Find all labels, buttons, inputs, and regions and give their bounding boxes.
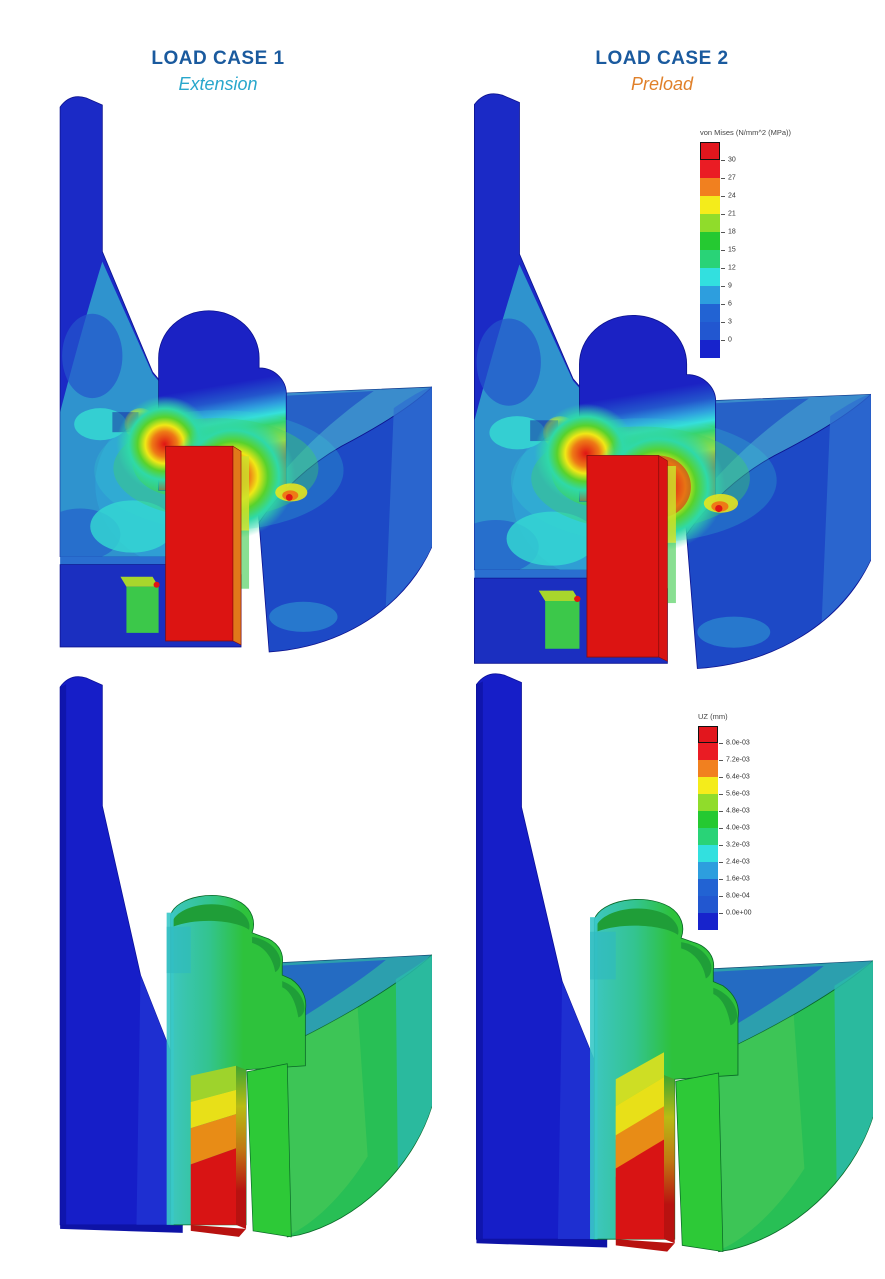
legend-tick-label: 8.0e-03 — [726, 739, 750, 747]
legend-tick-label: 27 — [728, 174, 736, 182]
legend-tick-label: 8.0e-04 — [726, 892, 750, 900]
legend-color-band — [698, 896, 718, 913]
legend-tick-label: 15 — [728, 246, 736, 254]
legend-tick-mark — [719, 794, 723, 795]
legend-color-band — [700, 142, 720, 160]
displacement-color-bar — [698, 726, 718, 930]
stress-plot-load-case-2 — [453, 90, 871, 682]
legend-color-band — [698, 811, 718, 828]
legend-tick-mark — [719, 811, 723, 812]
legend-tick-mark — [719, 743, 723, 744]
stress-plot-load-case-1 — [40, 93, 432, 665]
legend-color-band — [700, 286, 720, 304]
legend-tick-label: 4.8e-03 — [726, 807, 750, 815]
von-mises-legend: von Mises (N/mm^2 (MPa)) 30 27 24 21 18 15 12 9… — [700, 128, 791, 358]
load-case-2-title: LOAD CASE 2 — [595, 48, 729, 69]
legend-tick-mark — [719, 760, 723, 761]
legend-tick-label: 12 — [728, 264, 736, 272]
legend-tick-label: 7.2e-03 — [726, 756, 750, 764]
fea-contour-displacement-extension — [40, 673, 432, 1247]
legend-color-band — [698, 760, 718, 777]
legend-tick-label: 21 — [728, 210, 736, 218]
displacement-color-scale: 8.0e-03 7.2e-03 6.4e-03 5.6e-03 4.8e-03 4.0e-… — [698, 726, 752, 930]
displacement-plot-load-case-1 — [40, 673, 432, 1247]
legend-color-band — [698, 743, 718, 760]
legend-tick-label: 1.6e-03 — [726, 875, 750, 883]
legend-tick-mark — [721, 250, 725, 251]
legend-color-band — [698, 828, 718, 845]
legend-color-band — [698, 777, 718, 794]
legend-color-band — [700, 178, 720, 196]
von-mises-color-scale: 30 27 24 21 18 15 12 9 6 3 0 — [700, 142, 791, 358]
legend-tick-mark — [719, 845, 723, 846]
legend-tick-label: 30 — [728, 156, 736, 164]
legend-color-band — [700, 160, 720, 178]
legend-tick-mark — [719, 828, 723, 829]
legend-tick-mark — [721, 340, 725, 341]
legend-tick-label: 2.4e-03 — [726, 858, 750, 866]
displacement-legend-title: UZ (mm) — [698, 712, 728, 721]
von-mises-color-bar — [700, 142, 720, 358]
load-case-1-subtitle: Extension — [178, 74, 258, 94]
legend-color-band — [700, 340, 720, 358]
legend-color-band — [700, 304, 720, 322]
legend-tick-label: 9 — [728, 282, 732, 290]
legend-tick-label: 4.0e-03 — [726, 824, 750, 832]
legend-tick-label: 5.6e-03 — [726, 790, 750, 798]
legend-color-band — [698, 794, 718, 811]
von-mises-legend-title: von Mises (N/mm^2 (MPa)) — [700, 128, 792, 137]
legend-tick-mark — [721, 268, 725, 269]
legend-tick-label: 24 — [728, 192, 736, 200]
fea-contour-stress-preload — [453, 90, 871, 682]
legend-color-band — [698, 913, 718, 930]
legend-tick-label: 3 — [728, 318, 732, 326]
legend-tick-label: 3.2e-03 — [726, 841, 750, 849]
legend-tick-label: 0.0e+00 — [726, 909, 752, 917]
legend-tick-label: 6.4e-03 — [726, 773, 750, 781]
displacement-legend: UZ (mm) 8.0e-03 7.2e-03 6.4e-03 5.6e-03 4.8e… — [698, 712, 752, 930]
displacement-plot-load-case-2 — [455, 670, 873, 1262]
legend-color-band — [698, 879, 718, 896]
legend-tick-mark — [721, 232, 725, 233]
load-case-1-title: LOAD CASE 1 — [151, 48, 285, 69]
legend-tick-mark — [719, 777, 723, 778]
legend-color-band — [700, 232, 720, 250]
legend-tick-mark — [719, 896, 723, 897]
legend-tick-mark — [721, 178, 725, 179]
legend-tick-mark — [721, 322, 725, 323]
legend-tick-mark — [721, 286, 725, 287]
legend-tick-mark — [721, 160, 725, 161]
legend-tick-label: 0 — [728, 336, 732, 344]
fea-contour-displacement-preload — [455, 670, 873, 1262]
fea-contour-stress-extension — [40, 93, 432, 665]
legend-color-band — [698, 726, 718, 743]
legend-tick-mark — [719, 913, 723, 914]
legend-tick-label: 6 — [728, 300, 732, 308]
legend-color-band — [700, 268, 720, 286]
legend-tick-mark — [719, 879, 723, 880]
legend-tick-label: 18 — [728, 228, 736, 236]
legend-color-band — [700, 196, 720, 214]
legend-color-band — [700, 322, 720, 340]
load-case-2-subtitle: Preload — [630, 74, 694, 94]
legend-tick-mark — [721, 196, 725, 197]
legend-color-band — [700, 250, 720, 268]
legend-color-band — [698, 845, 718, 862]
legend-tick-mark — [721, 214, 725, 215]
legend-tick-mark — [719, 862, 723, 863]
legend-tick-mark — [721, 304, 725, 305]
legend-color-band — [700, 214, 720, 232]
legend-color-band — [698, 862, 718, 879]
